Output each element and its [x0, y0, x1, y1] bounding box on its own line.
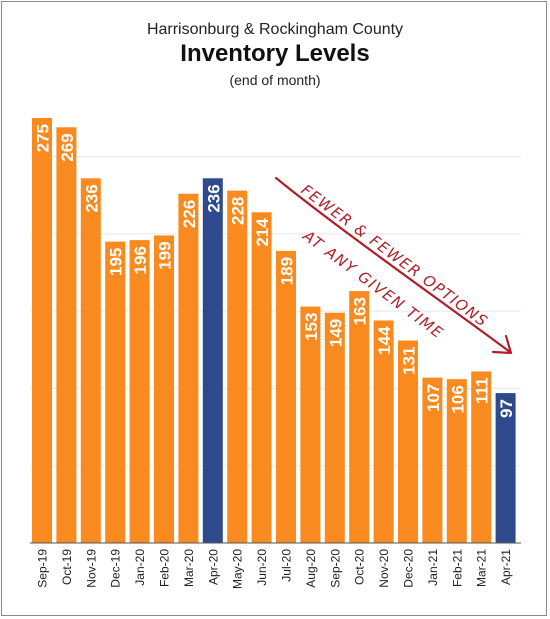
bar-dec-20	[398, 340, 418, 543]
bars	[32, 118, 516, 544]
data-label-feb-21: 106	[448, 385, 467, 413]
bar-apr-21	[495, 393, 516, 543]
bar-mar-20	[178, 193, 199, 543]
x-tick-sep-19: Sep-19	[36, 549, 50, 588]
data-label-mar-20: 226	[180, 200, 199, 228]
x-tick-apr-20: Apr-20	[206, 549, 220, 585]
data-label-oct-20: 163	[351, 297, 370, 325]
bar-dec-19	[105, 241, 126, 544]
data-label-nov-20: 144	[375, 326, 394, 355]
bar-may-20	[227, 190, 248, 544]
x-tick-mar-20: Mar-20	[182, 549, 196, 587]
x-tick-nov-20: Nov-20	[377, 549, 391, 588]
data-label-sep-20: 149	[326, 319, 345, 347]
x-tick-jan-20: Jan-20	[133, 549, 147, 586]
x-tick-apr-21: Apr-21	[499, 549, 513, 585]
data-label-apr-20: 236	[204, 184, 223, 212]
x-tick-jan-21: Jan-21	[426, 549, 440, 586]
bar-mar-21	[471, 371, 492, 543]
arrow-shaft	[274, 176, 512, 354]
x-tick-may-20: May-20	[231, 549, 245, 589]
x-tick-aug-20: Aug-20	[304, 549, 318, 588]
data-label-jan-21: 107	[424, 384, 443, 412]
bar-oct-19	[56, 127, 77, 543]
data-label-mar-21: 111	[473, 377, 492, 404]
data-label-dec-19: 195	[107, 248, 126, 276]
data-label-feb-20: 199	[156, 241, 175, 269]
bar-jan-21	[422, 377, 443, 543]
x-tick-dec-20: Dec-20	[402, 549, 416, 588]
x-tick-jul-20: Jul-20	[280, 549, 294, 582]
chart-title: Inventory Levels	[180, 40, 370, 67]
data-label-nov-19: 236	[82, 184, 101, 212]
bar-nov-19	[80, 178, 101, 544]
chart-subtitle: (end of month)	[229, 72, 321, 88]
x-tick-feb-21: Feb-21	[450, 549, 464, 587]
bar-oct-20	[349, 291, 370, 543]
data-label-dec-20: 131	[400, 347, 419, 375]
x-tick-mar-21: Mar-21	[475, 549, 489, 587]
bar-jan-20	[129, 240, 150, 543]
bar-aug-20	[300, 306, 321, 543]
x-tick-oct-19: Oct-19	[60, 549, 74, 585]
bar-feb-20	[154, 235, 174, 544]
bar-jul-20	[276, 250, 296, 543]
x-tick-nov-19: Nov-19	[84, 549, 98, 588]
data-label-apr-21: 97	[497, 399, 516, 418]
data-label-jan-20: 196	[131, 246, 150, 274]
data-labels: 275 269 236 195 196 199 226 236 228 214 189 153 149 1…	[34, 124, 517, 418]
x-tick-oct-20: Oct-20	[353, 549, 367, 585]
data-label-jun-20: 214	[253, 218, 272, 247]
data-label-may-20: 228	[229, 197, 248, 225]
arrow-head	[491, 334, 513, 355]
chart-supertitle: Harrisonburg & Rockingham County	[146, 21, 404, 38]
bar-jun-20	[251, 212, 272, 544]
data-label-jul-20: 189	[278, 257, 297, 285]
bar-apr-20	[202, 178, 223, 544]
data-label-sep-19: 275	[34, 124, 53, 152]
x-tick-labels: Sep-19 Oct-19 Nov-19 Dec-19 Jan-20 Feb-20 Mar-…	[36, 549, 514, 589]
data-label-aug-20: 153	[302, 313, 321, 341]
x-tick-dec-19: Dec-19	[109, 549, 123, 588]
x-tick-feb-20: Feb-20	[158, 549, 172, 587]
x-tick-sep-20: Sep-20	[328, 549, 342, 588]
bar-nov-20	[373, 320, 394, 543]
bar-sep-20	[324, 312, 345, 543]
x-tick-jun-20: Jun-20	[255, 549, 269, 586]
bar-feb-21	[446, 379, 467, 543]
data-label-oct-19: 269	[58, 133, 77, 161]
bar-sep-19	[32, 118, 52, 543]
